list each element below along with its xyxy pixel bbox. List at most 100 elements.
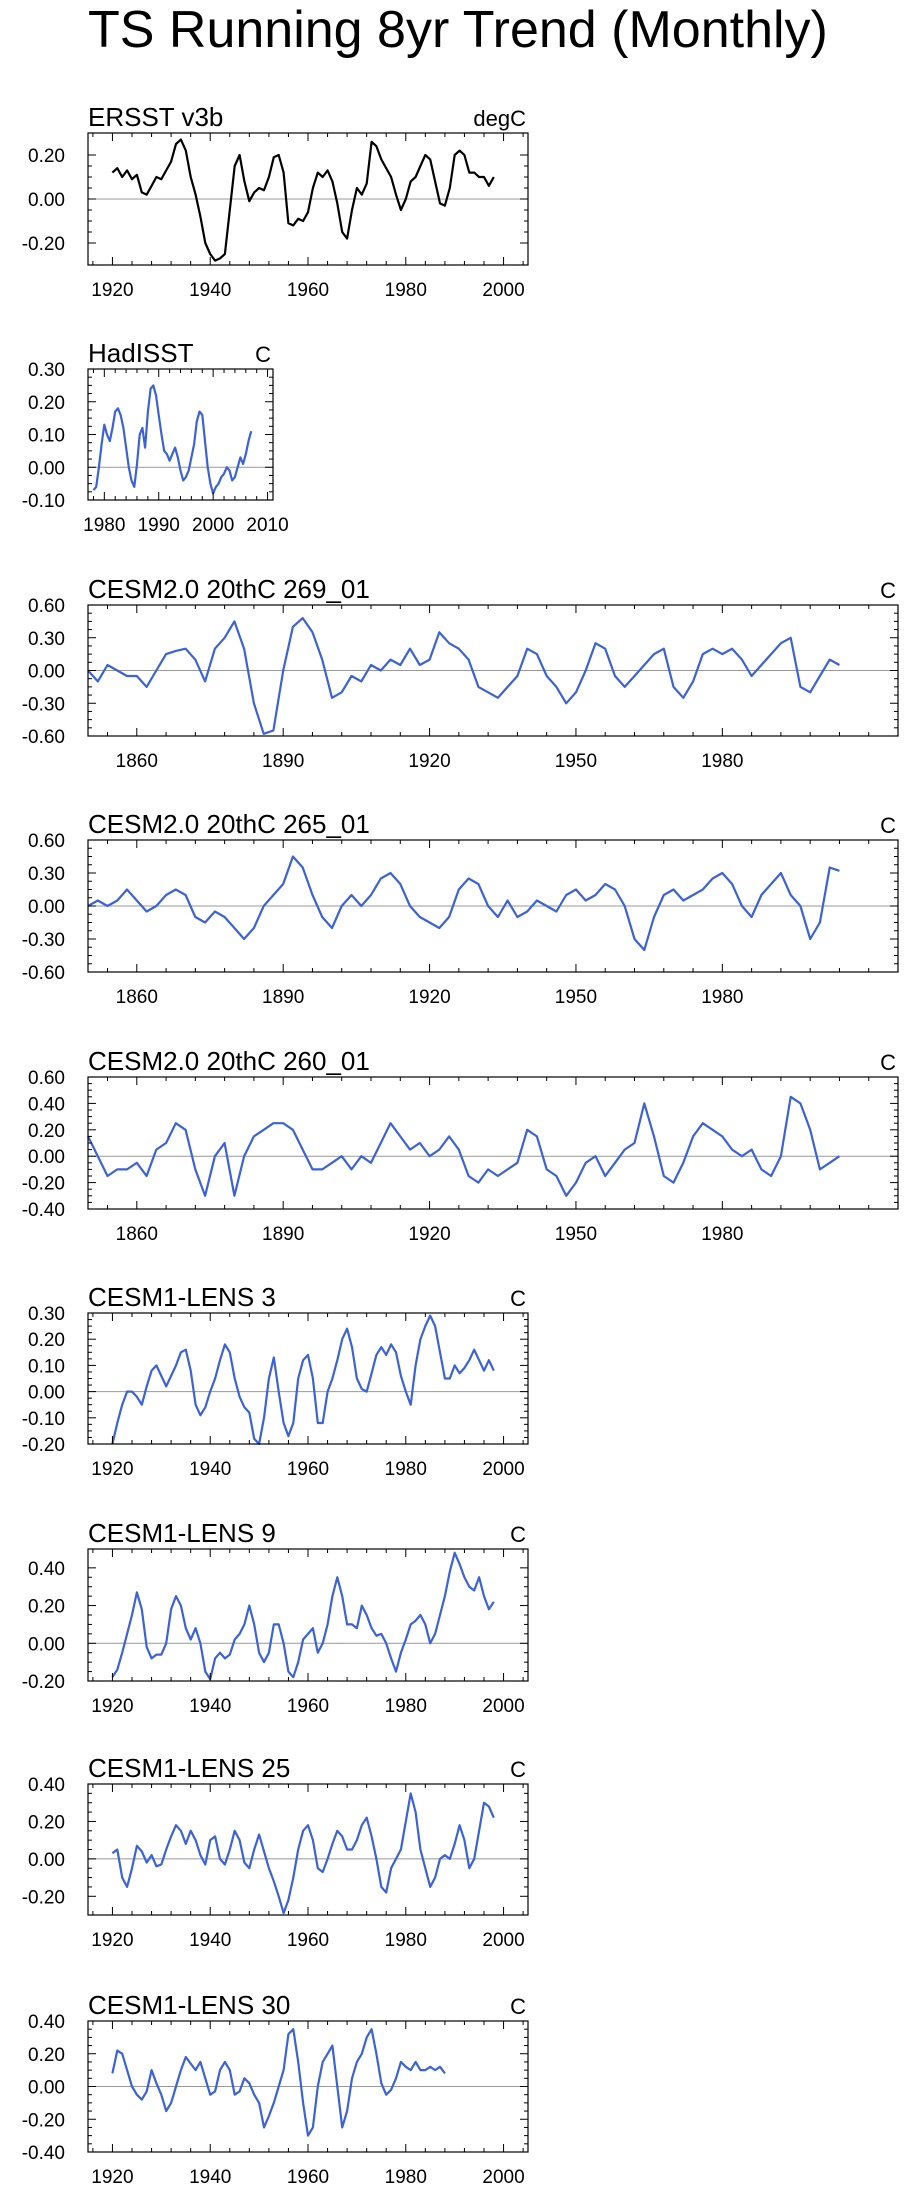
chart-units: C xyxy=(510,1286,526,1311)
x-tick-label: 1980 xyxy=(83,515,125,536)
chart-title: CESM1-LENS 30 xyxy=(88,1990,290,2020)
y-tick-label: -0.20 xyxy=(22,1887,65,1908)
y-tick-label: -0.30 xyxy=(22,930,65,951)
chart-units: C xyxy=(880,578,896,603)
x-tick-label: 1980 xyxy=(701,987,743,1008)
data-series-line xyxy=(87,1095,841,1197)
y-tick-label: 0.20 xyxy=(28,1330,65,1351)
x-tick-label: 1920 xyxy=(91,1696,133,1717)
x-tick-label: 1960 xyxy=(287,2167,329,2188)
x-tick-label: 1980 xyxy=(701,751,743,772)
plot-frame xyxy=(87,368,274,501)
y-tick-label: -0.20 xyxy=(22,2110,65,2131)
chart-panel-1: ERSST v3b degC 1920 1940 1960 1980 2000 0.20 0.0… xyxy=(22,102,529,301)
chart-panel-8: CESM1-LENS 25 C 1920 1940 1960 1980 2000 0.40 0.… xyxy=(22,1753,529,1951)
y-tick-label: 0.00 xyxy=(28,1634,65,1655)
x-tick-label: 2000 xyxy=(482,2167,524,2188)
y-tick-label: -0.40 xyxy=(22,1200,65,1221)
x-tick-label: 1920 xyxy=(91,1459,133,1480)
x-tick-label: 1980 xyxy=(385,2167,427,2188)
data-series-line xyxy=(87,855,840,952)
y-tick-label: 0.60 xyxy=(28,1068,65,1089)
y-tick-label: 0.40 xyxy=(28,1775,65,1796)
data-series-line xyxy=(87,616,840,735)
chart-panel-7: CESM1-LENS 9 C 1920 1940 1960 1980 2000 0.40 0.2… xyxy=(22,1518,529,1717)
x-tick-label: 1960 xyxy=(287,280,329,301)
chart-panel-5: CESM2.0 20thC 260_01 C 1860 1890 1920 1950 198… xyxy=(22,1046,899,1245)
chart-title: CESM2.0 20thC 265_01 xyxy=(88,809,370,839)
x-tick-label: 2000 xyxy=(482,1459,524,1480)
x-tick-label: 1980 xyxy=(385,1930,427,1951)
x-tick-label: 1920 xyxy=(91,1930,133,1951)
chart-units: C xyxy=(510,1757,526,1782)
chart-panel-6: CESM1-LENS 3 C 1920 1940 1960 1980 2000 0.30 0.2… xyxy=(22,1282,529,1480)
y-tick-label: 0.30 xyxy=(28,360,65,381)
x-tick-label: 1940 xyxy=(189,1459,231,1480)
x-tick-label: 1920 xyxy=(408,751,450,772)
x-tick-label: 1860 xyxy=(116,751,158,772)
y-tick-label: 0.40 xyxy=(28,1094,65,1115)
y-tick-label: 0.40 xyxy=(28,2012,65,2033)
chart-units: C xyxy=(880,813,896,838)
y-tick-label: 0.00 xyxy=(28,897,65,918)
x-tick-label: 2000 xyxy=(482,1930,524,1951)
y-tick-label: -0.10 xyxy=(22,491,65,512)
y-tick-label: -0.30 xyxy=(22,694,65,715)
data-series-line xyxy=(111,2028,446,2137)
x-tick-label: 1940 xyxy=(189,280,231,301)
chart-title: ERSST v3b xyxy=(88,102,223,132)
y-tick-label: 0.20 xyxy=(28,2045,65,2066)
x-tick-label: 1980 xyxy=(701,1224,743,1245)
y-tick-label: 0.00 xyxy=(28,2078,65,2099)
page-title: TS Running 8yr Trend (Monthly) xyxy=(88,1,828,59)
y-tick-label: 0.10 xyxy=(28,426,65,447)
chart-units: degC xyxy=(473,106,526,131)
x-tick-label: 1950 xyxy=(555,987,597,1008)
x-tick-label: 1890 xyxy=(262,1224,304,1245)
x-tick-label: 2010 xyxy=(246,515,288,536)
chart-title: CESM2.0 20thC 269_01 xyxy=(88,574,370,604)
y-tick-label: 0.00 xyxy=(28,458,65,479)
y-tick-label: 0.40 xyxy=(28,1559,65,1580)
y-tick-label: -0.40 xyxy=(22,2143,65,2164)
y-tick-label: -0.20 xyxy=(22,1174,65,1195)
y-tick-label: 0.60 xyxy=(28,831,65,852)
y-tick-label: 0.20 xyxy=(28,146,65,167)
x-tick-label: 1890 xyxy=(262,987,304,1008)
y-tick-label: 0.30 xyxy=(28,629,65,650)
data-series-line xyxy=(111,138,495,262)
y-tick-label: -0.60 xyxy=(22,727,65,748)
x-tick-label: 1950 xyxy=(555,1224,597,1245)
x-tick-label: 1940 xyxy=(189,2167,231,2188)
x-tick-label: 1990 xyxy=(138,515,180,536)
y-tick-label: 0.00 xyxy=(28,190,65,211)
x-tick-label: 2000 xyxy=(482,1696,524,1717)
chart-title: CESM1-LENS 3 xyxy=(88,1282,276,1312)
y-tick-label: -0.20 xyxy=(22,234,65,255)
x-tick-label: 1980 xyxy=(385,280,427,301)
x-tick-label: 1940 xyxy=(189,1696,231,1717)
x-tick-label: 1860 xyxy=(116,1224,158,1245)
chart-title: HadISST xyxy=(88,338,194,368)
chart-units: C xyxy=(255,342,271,367)
y-tick-label: -0.20 xyxy=(22,1435,65,1456)
x-tick-label: 2000 xyxy=(482,280,524,301)
x-tick-label: 1960 xyxy=(287,1459,329,1480)
y-tick-label: 0.00 xyxy=(28,1850,65,1871)
x-tick-label: 1940 xyxy=(189,1930,231,1951)
chart-title: CESM2.0 20thC 260_01 xyxy=(88,1046,370,1076)
chart-title: CESM1-LENS 9 xyxy=(88,1518,276,1548)
x-tick-label: 1920 xyxy=(91,2167,133,2188)
x-tick-label: 1920 xyxy=(91,280,133,301)
chart-panel-9: CESM1-LENS 30 C 1920 1940 1960 1980 2000 0.40 0.… xyxy=(22,1990,529,2188)
y-tick-label: 0.20 xyxy=(28,1121,65,1142)
y-tick-label: 0.00 xyxy=(28,662,65,683)
x-tick-label: 1860 xyxy=(116,987,158,1008)
y-tick-label: 0.60 xyxy=(28,596,65,617)
x-tick-label: 2000 xyxy=(192,515,234,536)
x-tick-label: 1980 xyxy=(385,1459,427,1480)
plot-frame xyxy=(87,1312,529,1445)
x-tick-label: 1920 xyxy=(408,987,450,1008)
x-tick-label: 1950 xyxy=(555,751,597,772)
plot-frame xyxy=(87,1783,529,1916)
